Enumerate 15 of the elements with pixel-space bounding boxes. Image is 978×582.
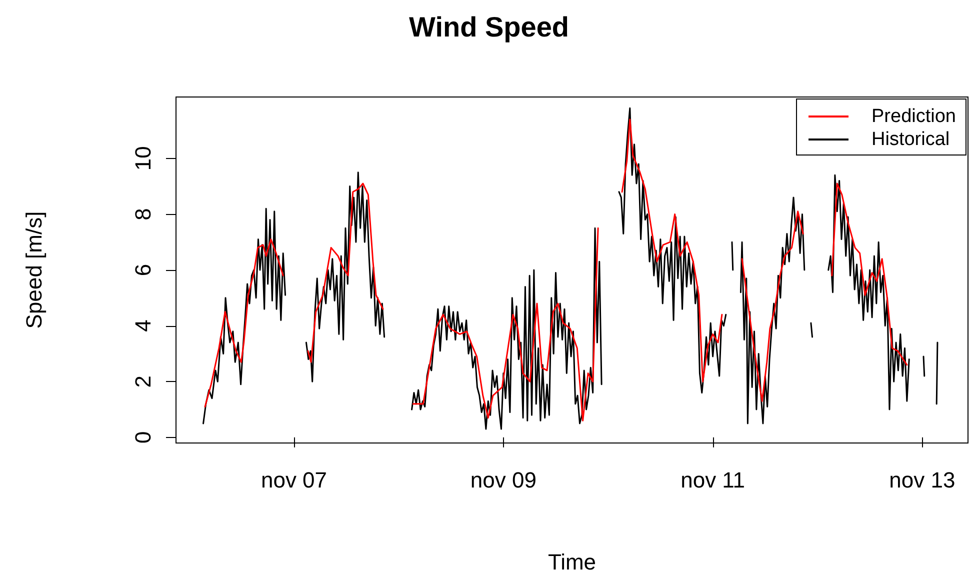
x-tick-label: nov 13 xyxy=(889,468,956,492)
x-tick-label: nov 11 xyxy=(680,468,746,492)
y-tick-label: 2 xyxy=(130,375,156,388)
x-tick-label: nov 07 xyxy=(260,468,328,492)
legend-label: Prediction xyxy=(872,106,956,127)
legend-label: Historical xyxy=(872,129,950,150)
y-tick-label: 10 xyxy=(130,146,156,171)
chart-title: Wind Speed xyxy=(409,12,569,42)
y-axis-title: Speed [m/s] xyxy=(22,211,46,329)
y-tick-label: 0 xyxy=(130,431,156,444)
x-axis-title: Time xyxy=(548,550,596,574)
y-tick-label: 8 xyxy=(130,208,156,220)
y-tick-label: 4 xyxy=(130,320,156,332)
x-tick-label: nov 09 xyxy=(470,468,536,492)
y-tick-label: 6 xyxy=(130,264,156,276)
